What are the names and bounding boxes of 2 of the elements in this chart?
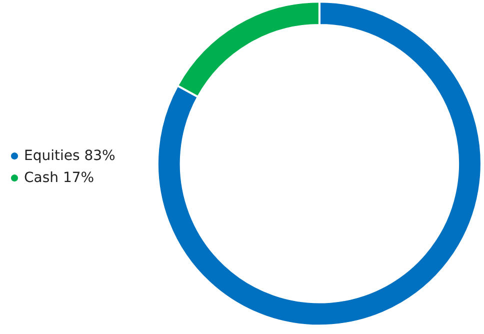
legend-label: Cash 17% bbox=[24, 170, 94, 186]
legend-label: Equities 83% bbox=[24, 148, 116, 164]
